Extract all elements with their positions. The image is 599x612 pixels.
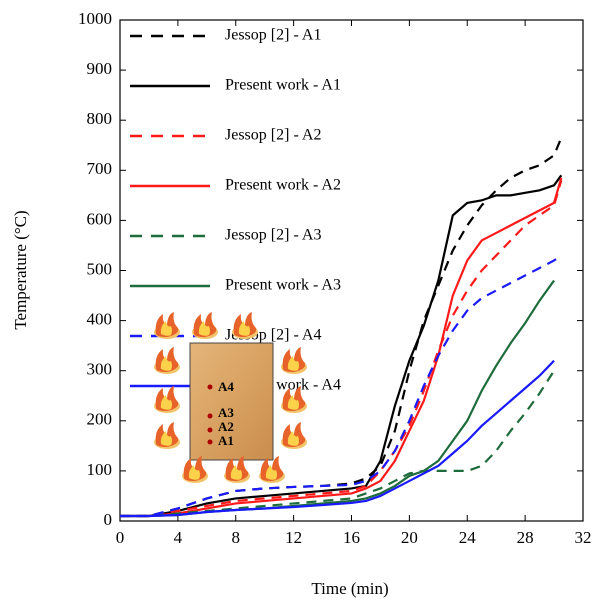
series-line	[120, 174, 563, 518]
x-tick-label: 0	[116, 528, 125, 547]
x-tick-label: 8	[232, 528, 241, 547]
series-line	[120, 177, 563, 518]
y-tick-label: 800	[87, 109, 113, 128]
legend-label: Jessop [2] - A1	[225, 27, 321, 44]
y-tick-label: 700	[87, 159, 113, 178]
x-tick-label: 20	[401, 528, 418, 547]
x-tick-label: 16	[343, 528, 360, 547]
plot-frame	[119, 19, 584, 522]
y-tick-label: 400	[87, 310, 113, 329]
x-tick-label: 12	[285, 528, 302, 547]
y-tick-label: 300	[87, 360, 113, 379]
x-tick-label: 28	[517, 528, 534, 547]
inset-image: A4 A3 A2 A1	[154, 312, 307, 483]
y-tick-label: 1000	[78, 9, 112, 28]
x-tick-label: 32	[575, 528, 592, 547]
series-line	[120, 370, 555, 518]
legend-label: Present work - A2	[225, 177, 341, 194]
y-tick-label: 900	[87, 59, 113, 78]
legend-label: Present work - A1	[225, 77, 341, 94]
inset-label: A2	[218, 419, 234, 434]
y-tick-label: 500	[87, 259, 113, 278]
series-line	[120, 137, 563, 518]
series-line	[120, 279, 555, 518]
x-tick-label: 24	[459, 528, 477, 547]
y-tick-label: 200	[87, 410, 113, 429]
series-line	[120, 359, 555, 518]
series-line	[120, 254, 562, 518]
y-axis-label: Temperature (°C)	[11, 210, 30, 329]
inset-label: A3	[218, 405, 234, 420]
x-tick-label: 4	[174, 528, 183, 547]
legend-label: Jessop [2] - A2	[225, 127, 321, 144]
x-axis-label: Time (min)	[311, 579, 388, 598]
legend-label: Jessop [2] - A3	[225, 227, 321, 244]
y-tick-label: 0	[104, 510, 113, 529]
legend-label: Present work - A3	[225, 277, 341, 294]
inset-label: A1	[218, 433, 234, 448]
y-tick-label: 600	[87, 209, 113, 228]
y-tick-label: 100	[87, 460, 113, 479]
inset-label: A4	[218, 379, 234, 394]
